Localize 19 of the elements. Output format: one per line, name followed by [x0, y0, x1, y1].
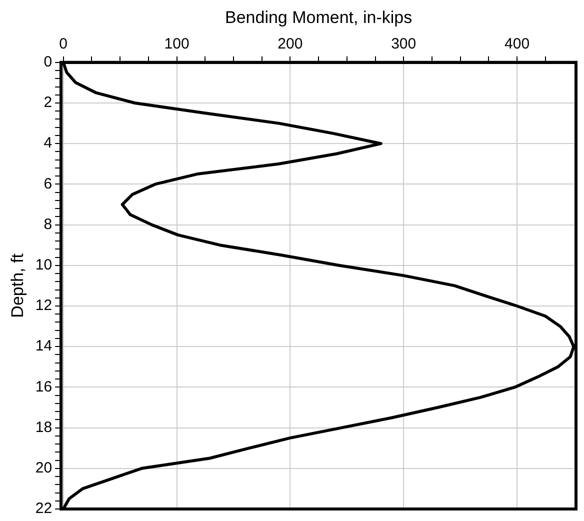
y-tick-label: 6	[44, 175, 52, 192]
x-tick-label: 300	[391, 36, 416, 53]
y-tick-label: 10	[35, 256, 52, 274]
x-tick-label: 100	[164, 36, 190, 53]
y-tick-label: 12	[35, 297, 52, 314]
y-tick-label: 14	[35, 338, 52, 355]
y-tick-label: 22	[35, 500, 52, 518]
y-tick-label: 8	[44, 216, 52, 233]
x-tick-label: 200	[278, 36, 303, 53]
y-tick-label: 20	[35, 460, 52, 477]
x-axis-title: Bending Moment, in-kips	[224, 8, 412, 27]
y-tick-label: 0	[44, 54, 52, 71]
y-tick-label: 4	[44, 134, 52, 152]
y-tick-label: 2	[44, 94, 52, 112]
y-tick-label: 16	[35, 378, 52, 396]
x-tick-label: 0	[59, 36, 68, 53]
y-tick-label: 18	[35, 418, 52, 436]
x-tick-label: 400	[504, 36, 530, 53]
y-axis-title: Depth, ft	[8, 253, 27, 318]
